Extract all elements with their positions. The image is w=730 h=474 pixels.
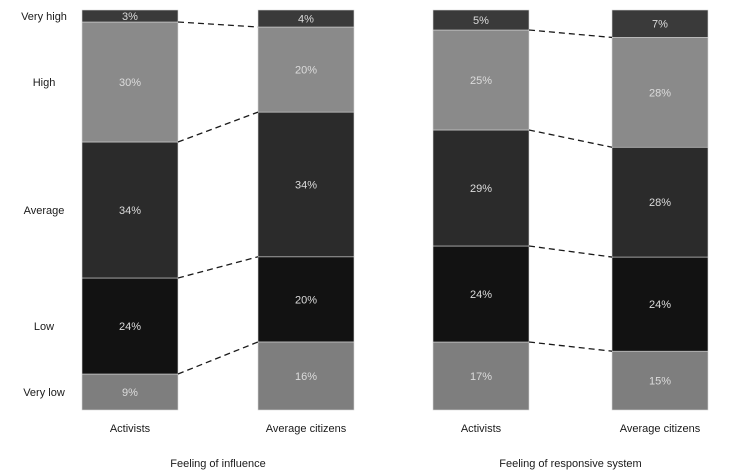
level-label-very-low: Very low [23,387,65,399]
bar-segment-low [81,277,179,375]
bar-segment-average [257,111,355,258]
data-label: 15% [649,376,671,388]
data-label: 28% [649,87,671,99]
bar-segment-high [611,37,709,148]
data-label: 29% [470,183,492,195]
bar-segment-average [432,129,530,247]
bar-segment-high [81,21,179,143]
bar-category-label: Average citizens [266,423,347,435]
level-label-average: Average [24,205,65,217]
connector-line [177,111,259,143]
connector-line [528,129,613,148]
bar-segment-high [432,29,530,131]
connector-line [528,245,613,258]
bar-segment-very-high [432,9,530,31]
data-label: 24% [119,321,141,333]
connector-line [177,21,259,28]
bar-segment-very-low [611,350,709,411]
connector-line [528,29,613,39]
bar-segment-very-high [257,9,355,28]
bar-segment-high [257,26,355,113]
bar-category-label: Average citizens [620,423,701,435]
data-label: 34% [295,179,317,191]
data-label: 34% [119,205,141,217]
connector-line [177,256,259,279]
level-label-high: High [33,77,56,89]
data-label: 3% [122,11,138,23]
data-label: 5% [473,15,489,27]
data-label: 7% [652,19,668,31]
bar-segment-very-low [432,341,530,411]
bar-category-label: Activists [110,423,151,435]
bar-segment-very-low [81,373,179,411]
data-label: 20% [295,294,317,306]
data-label: 25% [470,75,492,87]
bar-segment-low [257,256,355,343]
bar-segment-very-high [81,9,179,23]
bar-segment-very-low [257,341,355,411]
data-label: 4% [298,14,314,26]
bar-category-label: Activists [461,423,502,435]
data-label: 24% [470,289,492,301]
data-label: 20% [295,65,317,77]
bar-segment-average [611,146,709,258]
data-label: 16% [295,371,317,383]
level-label-low: Low [34,321,54,333]
connector-line [177,341,259,375]
bar-segment-low [432,245,530,343]
level-label-very-high: Very high [21,11,67,23]
connector-line [528,341,613,352]
data-label: 24% [649,299,671,311]
data-label: 9% [122,387,138,399]
data-label: 28% [649,197,671,209]
bar-segment-very-high [611,9,709,38]
data-label: 30% [119,77,141,89]
group-label: Feeling of responsive system [499,458,641,470]
data-label: 17% [470,371,492,383]
bar-segment-low [611,256,709,352]
group-label: Feeling of influence [170,458,265,470]
